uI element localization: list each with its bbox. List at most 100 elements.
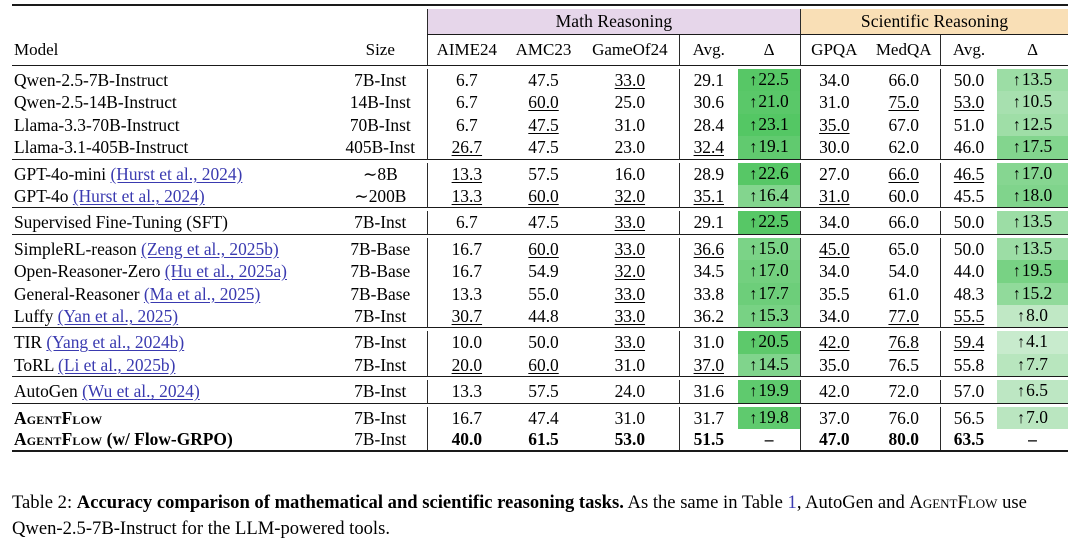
- metric-value: 29.1: [693, 70, 725, 90]
- table-caption: Table 2: Accuracy comparison of mathemat…: [12, 490, 1068, 542]
- row-model-size: 7B-Inst: [354, 354, 407, 375]
- arrow-up-icon: ↑: [749, 116, 758, 134]
- cell-amc23: 44.8: [506, 305, 581, 328]
- model-label: AgentFlow: [14, 429, 103, 450]
- horizontal-rule: [12, 449, 1068, 455]
- delta-value: 19.9: [758, 380, 789, 401]
- cell-gameof24: 33.0: [581, 69, 679, 91]
- cell-amc23: 57.5: [506, 380, 581, 403]
- metric-value: 33.0: [614, 283, 646, 304]
- citation-link[interactable]: (Hurst et al., 2024): [72, 186, 205, 207]
- metric-value: 53.0: [614, 429, 646, 450]
- cell-amc23: 47.5: [506, 114, 581, 136]
- metric-value: 42.0: [819, 332, 850, 353]
- cell-math-avg: 28.4: [678, 113, 738, 137]
- citation-link[interactable]: (Li et al., 2025b): [58, 354, 176, 375]
- cell-gameof24: 31.0: [581, 354, 679, 377]
- delta-dash: –: [764, 429, 774, 450]
- table-row: ToRL (Li et al., 2025b) 7B-Inst 20.0 60.0 31…: [12, 353, 1068, 377]
- delta-value: 13.5: [1021, 237, 1053, 258]
- cell-gpqa: 31.0: [800, 185, 868, 208]
- metric-value: 6.7: [455, 70, 478, 90]
- metric-value: 60.0: [528, 92, 559, 113]
- cell-math-avg: 37.0: [678, 353, 738, 377]
- cell-math-avg: 36.6: [678, 237, 738, 261]
- delta-value: 20.5: [758, 331, 789, 352]
- group-header-math-reasoning: Math Reasoning: [426, 9, 801, 35]
- cell-sci-avg: 46.0: [939, 136, 998, 160]
- cell-medqa: 61.0: [867, 283, 940, 305]
- row-model-size: 14B-Inst: [349, 92, 411, 113]
- metric-value: 31.0: [819, 186, 850, 207]
- metric-value: 31.6: [693, 381, 725, 402]
- group-band-model-spacer: [12, 9, 334, 35]
- citation-link[interactable]: (Ma et al., 2025): [143, 283, 261, 304]
- row-model-name: Supervised Fine-Tuning (SFT): [12, 211, 334, 234]
- cell-sci-delta: ↑19.5: [997, 260, 1068, 283]
- citation-link[interactable]: (Yan et al., 2025): [57, 306, 179, 327]
- cell-gpqa: 34.0: [800, 260, 868, 283]
- cell-math-avg: 51.5: [678, 429, 738, 451]
- row-model-name: Llama-3.3-70B-Instruct: [12, 114, 334, 136]
- cell-aime24: 16.7: [426, 406, 507, 430]
- citation-link[interactable]: (Hurst et al., 2024): [110, 163, 243, 184]
- arrow-up-icon: ↑: [749, 165, 758, 183]
- arrow-up-icon: ↑: [749, 139, 758, 157]
- cell-medqa: 75.0: [867, 91, 940, 113]
- arrow-up-icon: ↑: [749, 308, 758, 326]
- cell-gameof24: 16.0: [581, 163, 679, 185]
- metric-value: 36.2: [693, 306, 725, 327]
- cell-math-delta: ↑19.1: [737, 136, 801, 160]
- citation-link[interactable]: (Hu et al., 2025a): [164, 261, 287, 282]
- citation-link[interactable]: (Yang et al., 2024b): [46, 332, 185, 353]
- row-model-name: General-Reasoner (Ma et al., 2025): [12, 283, 334, 305]
- caption-table-link[interactable]: 1: [787, 492, 797, 513]
- cell-sci-delta: ↑6.5: [997, 380, 1068, 404]
- row-model-size: 7B-Base: [350, 283, 411, 304]
- column-header-gameof24: GameOf24: [592, 40, 668, 59]
- table-row: SimpleRL-reason (Zeng et al., 2025b) 7B-B…: [12, 237, 1068, 261]
- cell-gameof24: 33.0: [581, 211, 679, 234]
- cell-math-delta: ↑22.5: [737, 211, 801, 235]
- table-row: GPT-4o (Hurst et al., 2024) ∼200B 13.3 60.0…: [12, 185, 1068, 208]
- cell-gpqa: 47.0: [800, 429, 868, 451]
- metric-value: 65.0: [888, 238, 919, 259]
- row-model-size: ∼8B: [362, 163, 398, 184]
- delta-value: 6.5: [1026, 380, 1048, 401]
- arrow-up-icon: ↑: [1012, 285, 1021, 303]
- delta-value: 19.1: [758, 136, 789, 157]
- cell-math-delta: ↑23.1: [737, 113, 801, 137]
- delta-value: 7.7: [1026, 353, 1048, 374]
- metric-value: 33.8: [693, 283, 725, 304]
- citation-link[interactable]: (Zeng et al., 2025b): [141, 238, 279, 259]
- metric-value: 63.5: [953, 429, 985, 450]
- cell-math-delta: ↑19.9: [737, 380, 801, 404]
- cell-medqa: 60.0: [867, 185, 940, 208]
- metric-value: 34.0: [819, 212, 850, 233]
- citation-link[interactable]: (Wu et al., 2024): [82, 381, 200, 402]
- cell-amc23: 57.5: [506, 163, 581, 185]
- cell-sci-avg: 45.5: [939, 185, 998, 208]
- metric-value: 47.0: [819, 429, 850, 450]
- cell-aime24: 30.7: [426, 305, 507, 328]
- cell-math-delta: ↑15.0: [737, 237, 801, 261]
- metric-value: 55.5: [953, 306, 985, 327]
- metric-value: 35.1: [693, 186, 725, 207]
- cell-amc23: 47.5: [506, 136, 581, 159]
- results-table: Math Reasoning Scientific Reasoning Model S…: [12, 4, 1068, 455]
- metric-value: 54.0: [888, 261, 919, 282]
- delta-value: 19.5: [1021, 260, 1053, 281]
- delta-value: 15.0: [758, 237, 789, 258]
- delta-value: 22.5: [758, 69, 789, 89]
- cell-math-delta: ↑16.4: [737, 185, 801, 208]
- arrow-up-icon: ↑: [749, 383, 758, 401]
- cell-sci-delta: ↑7.0: [997, 406, 1068, 430]
- metric-value: 51.5: [693, 429, 725, 450]
- cell-medqa: 77.0: [867, 305, 940, 328]
- metric-value: 37.0: [693, 354, 725, 375]
- table-row: Qwen-2.5-14B-Instruct 14B-Inst 6.7 60.0 25.0…: [12, 91, 1068, 114]
- metric-value: 25.0: [614, 92, 646, 113]
- metric-value: 31.7: [693, 407, 725, 428]
- metric-value: 42.0: [819, 381, 850, 402]
- delta-value: 12.5: [1021, 113, 1053, 134]
